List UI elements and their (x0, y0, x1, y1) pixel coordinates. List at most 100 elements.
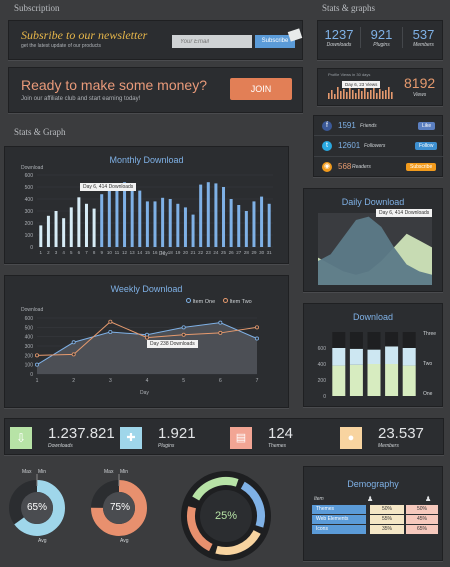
demography-row: Themes 50% 50% (312, 505, 438, 514)
demography-row: Web Elements 55% 45% (312, 515, 438, 524)
document-icon: ▤ (230, 427, 252, 449)
demography-panel: Demography Item ♟ ♟ Themes 50% 50% Web E… (303, 466, 443, 561)
y-tick-label: 600 (318, 346, 327, 352)
demography-row-label: Web Elements (312, 515, 366, 524)
subscribe-button[interactable]: Subscribe (255, 35, 295, 48)
x-tick-label: 9 (100, 250, 103, 255)
demography-row-b: 50% (406, 505, 438, 514)
bar (214, 183, 218, 247)
x-tick-label: 6 (219, 378, 222, 384)
stacked-bar (349, 348, 363, 365)
legend-three: Three (423, 331, 437, 337)
sparkline-bar (334, 94, 336, 99)
y-tick-label: 500 (25, 325, 34, 331)
weekly-panel: Weekly Download Item One Item Two Downlo… (4, 275, 289, 408)
area-fill (37, 322, 257, 374)
bar (222, 187, 226, 247)
monthly-panel: Monthly Download Download 0 100 200 300 400 5… (4, 146, 289, 264)
legend-item-one: Item One (186, 298, 215, 305)
donut-25 (181, 471, 271, 561)
x-tick-label: 29 (251, 250, 257, 255)
x-tick-label: 24 (213, 250, 219, 255)
total-downloads: ⇩ 1.237.821 Downloads (10, 425, 115, 450)
counter-label: Plugins (373, 42, 390, 48)
bar (100, 194, 104, 247)
donut3-value: 25% (215, 510, 238, 522)
bar (244, 211, 248, 247)
subscribe-rss-button[interactable]: Subscribe (406, 163, 437, 171)
x-tick-label: 18 (168, 250, 174, 255)
stacked-bar (402, 332, 416, 348)
sparkline-bar (355, 93, 357, 99)
facebook-icon: f (322, 121, 332, 131)
sparkline-bar (346, 92, 348, 99)
donut2-max: Max (104, 469, 114, 475)
follow-button[interactable]: Follow (415, 142, 438, 150)
donut2-value: 75% (110, 502, 131, 513)
puzzle-icon: ✚ (120, 427, 142, 449)
stacked-bar (367, 332, 381, 350)
x-tick-label: 7 (256, 378, 259, 384)
affiliate-title: Ready to make some money? (21, 77, 207, 93)
profile-views-label: Profile Views in 30 days (328, 72, 371, 77)
x-tick-label: 15 (145, 250, 151, 255)
demography-row-a: 35% (370, 525, 404, 534)
profile-views-sub: Views (413, 92, 427, 98)
like-button[interactable]: Like (418, 122, 436, 130)
donut1-max: Max (22, 469, 32, 475)
donut2-min: Min (120, 469, 129, 475)
counter-plugins: 921 Plugins (360, 27, 402, 48)
x-tick-label: 4 (62, 250, 65, 255)
total-value: 124 (268, 425, 294, 442)
sparkline-bar (337, 87, 339, 99)
x-tick-label: 3 (55, 250, 58, 255)
x-tick-label: 31 (267, 250, 273, 255)
bar (54, 211, 58, 247)
monthly-title: Monthly Download (109, 155, 184, 165)
social-row-twitter: t 12601 Followers Follow (314, 136, 444, 157)
stacked-bar (385, 346, 399, 364)
download-panel: Download 0 200 400 600 Three Two One (303, 303, 443, 407)
daily-tooltip: Day 6, 414 Downloads (376, 209, 433, 217)
total-value: 1.237.821 (48, 425, 115, 442)
bar (123, 182, 127, 247)
y-tick-label: 300 (25, 209, 34, 215)
weekly-xlabel: Day (140, 390, 149, 396)
bar (153, 201, 157, 247)
legend-marker (223, 298, 228, 303)
join-button[interactable]: JOIN (230, 78, 292, 100)
data-point (108, 319, 113, 324)
download-chart: 0 200 400 600 (318, 332, 416, 400)
donut2-avg: Avg (120, 538, 129, 544)
y-tick-label: 400 (25, 335, 34, 341)
bar (39, 225, 43, 247)
bar (145, 201, 149, 247)
donut-center (200, 490, 252, 542)
counter-value: 1237 (324, 27, 354, 42)
rss-icon: ◉ (322, 162, 332, 172)
sparkline-bar (391, 92, 393, 99)
data-point (71, 340, 76, 345)
social-label: Friends (360, 123, 377, 129)
social-value: 1591 (338, 121, 356, 130)
bar (237, 205, 241, 247)
stacked-bar (367, 364, 381, 396)
donut1-avg: Avg (38, 538, 47, 544)
x-tick-label: 2 (47, 250, 50, 255)
stacked-bar (332, 365, 346, 396)
bar (252, 201, 256, 247)
x-tick-label: 12 (122, 250, 128, 255)
section-title-stats-graphs: Stats & graphs (322, 3, 375, 13)
social-label: Followers (364, 143, 386, 149)
x-tick-label: 1 (36, 378, 39, 384)
x-tick-label: 23 (206, 250, 212, 255)
counter-value: 537 (412, 27, 435, 42)
newsletter-title: Subsribe to our newsletter (21, 28, 148, 42)
counter-downloads: 1237 Downloads (318, 27, 360, 48)
x-tick-label: 4 (146, 378, 149, 384)
data-point (108, 329, 113, 334)
data-point (218, 320, 223, 325)
total-value: 1.921 (158, 425, 196, 442)
bar (107, 190, 111, 247)
email-input[interactable] (172, 35, 252, 48)
